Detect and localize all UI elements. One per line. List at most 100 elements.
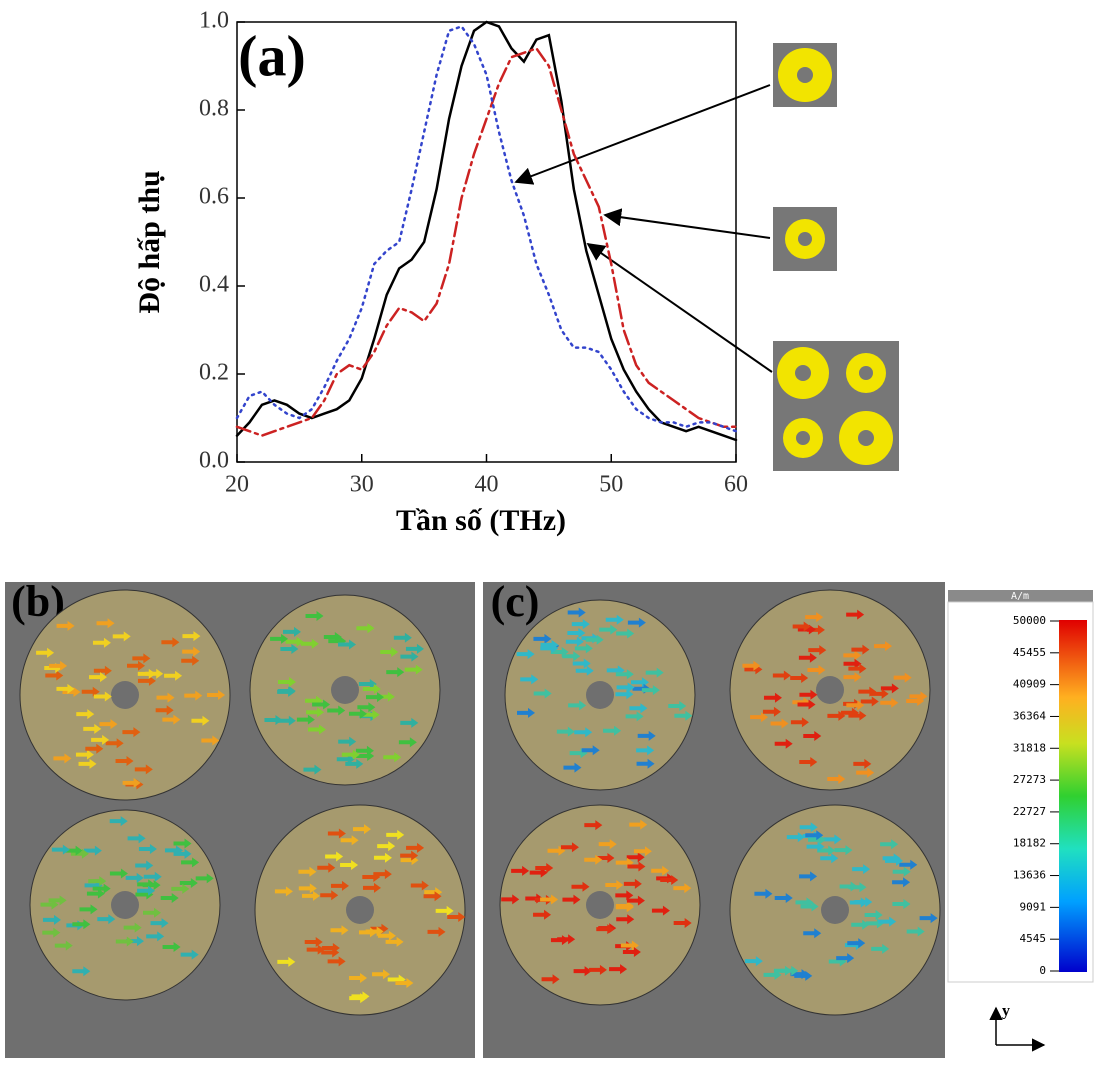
current-arrow [317,862,336,873]
current-arrow [53,753,72,764]
current-arrow [794,970,813,981]
current-arrow [629,819,648,830]
current-arrow [83,723,102,734]
y-tick-label: 0.6 [199,184,229,210]
current-arrow [358,678,377,689]
current-arrow [892,866,911,877]
current-arrow [806,624,825,635]
current-arrow [78,758,97,769]
plot-frame [236,21,737,463]
current-arrow [625,711,644,722]
current-arrow [327,956,346,967]
y-tick-label: 0.0 [199,448,229,474]
current-arrow [386,829,405,840]
current-arrow [599,624,618,635]
current-arrow [629,703,648,714]
current-arrow [836,953,855,964]
current-arrow [560,842,579,853]
current-arrow [181,857,200,868]
current-arrow [623,878,642,889]
current-arrow [49,660,68,671]
current-arrow [864,909,883,920]
current-arrow [880,839,899,850]
current-arrow [161,637,180,648]
current-arrow [423,891,442,902]
current-arrow [848,710,867,721]
current-arrow [626,852,645,863]
current-arrow [405,643,424,654]
x-tick-label: 50 [599,472,623,498]
current-arrow [627,617,646,628]
disk-hole [111,681,139,709]
current-arrow [797,699,816,710]
current-arrow [277,956,296,967]
current-arrow [807,664,826,675]
current-arrow [92,883,111,894]
current-arrow [557,934,576,945]
current-arrow [62,687,81,698]
current-arrow [843,650,862,661]
colorbar-tick-label: 4545 [1020,932,1047,945]
current-arrow [562,894,581,905]
current-arrow [304,937,323,948]
current-arrow [181,655,200,666]
colorbar-tick-label: 31818 [1013,741,1046,754]
current-arrow [572,658,591,669]
current-arrow [596,853,615,864]
current-arrow [361,709,380,720]
current-arrow [605,614,624,625]
disk-hole [111,891,139,919]
current-arrow [588,964,607,975]
disk-hole [586,681,614,709]
current-arrow [834,845,853,856]
current-arrow [395,977,414,988]
current-arrow [892,877,911,888]
current-arrow [349,993,368,1004]
current-arrow [356,750,375,761]
current-arrow [182,631,201,642]
current-arrow [386,667,405,678]
colorbar [1059,620,1087,972]
current-arrow [184,690,203,701]
current-arrow [270,633,289,644]
current-arrow [320,890,339,901]
current-arrow [585,634,604,645]
current-arrow [823,834,842,845]
current-arrow [820,853,839,864]
current-arrow [516,649,535,660]
current-arrow [880,697,899,708]
current-arrow [406,842,425,853]
panel-label: (c) [491,577,540,626]
current-arrow [42,927,61,938]
current-arrow [125,872,144,883]
current-arrow [575,665,594,676]
x-axis-label: Tần số (THz) [396,504,566,537]
current-arrow [338,639,357,650]
current-arrow [827,710,846,721]
current-arrow [125,936,144,947]
current-arrow [893,672,912,683]
current-arrow [81,686,100,697]
colorbar-tick-label: 9091 [1020,900,1047,913]
current-arrow [338,736,357,747]
current-arrow [750,712,769,723]
colorbar-tick-label: 45455 [1013,646,1046,659]
current-arrow [636,745,655,756]
y-tick-label: 1.0 [199,8,229,34]
current-arrow [808,834,827,845]
current-arrow [366,692,385,703]
current-arrow [377,841,396,852]
current-arrow [179,878,198,889]
current-arrow [377,930,396,941]
current-arrow [774,893,793,904]
current-arrow [533,688,552,699]
current-arrow [160,892,179,903]
data-line [235,46,738,437]
current-arrow [615,902,634,913]
current-arrow [574,643,593,654]
current-arrow [127,660,146,671]
current-arrow [846,700,865,711]
current-arrow [285,636,304,647]
current-arrow [799,756,818,767]
current-arrow [277,715,296,726]
